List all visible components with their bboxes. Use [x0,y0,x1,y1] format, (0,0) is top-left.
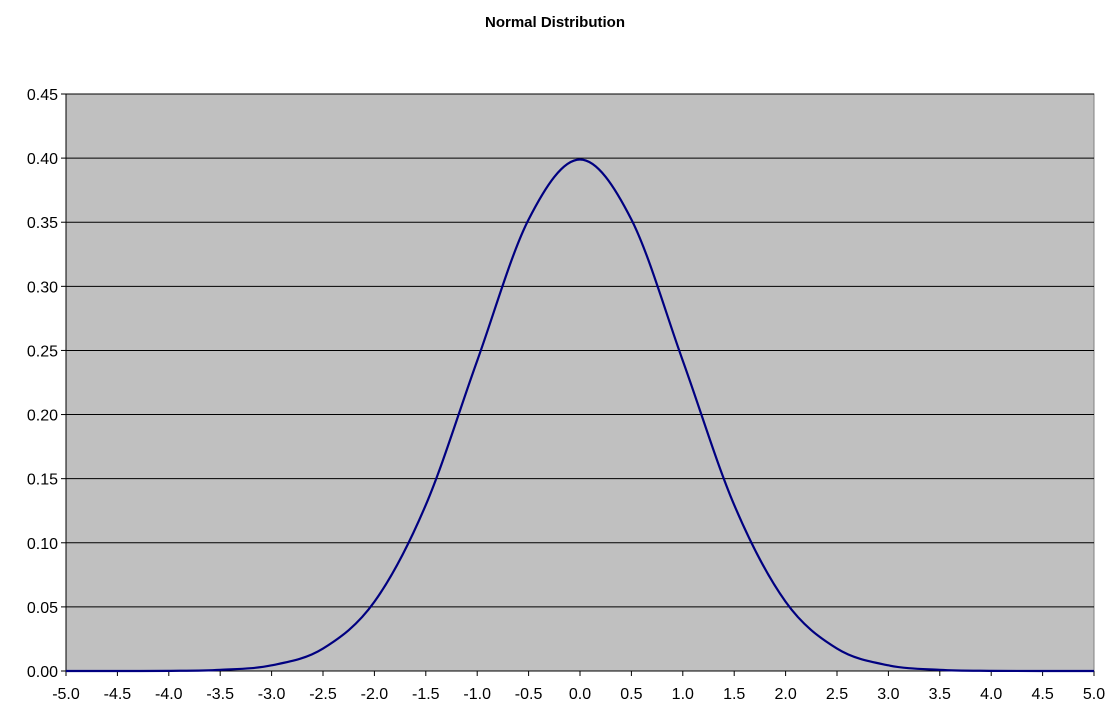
x-tick-label: -2.0 [361,686,389,703]
x-tick-label: -1.5 [412,686,440,703]
x-tick-label: 0.5 [620,686,642,703]
y-tick-label: 0.30 [27,279,58,296]
y-tick-label: 0.10 [27,536,58,553]
y-tick-label: 0.15 [27,472,58,489]
y-tick-label: 0.40 [27,151,58,168]
x-tick-label: 1.5 [723,686,745,703]
x-tick-label: 4.5 [1031,686,1053,703]
x-tick-label: -4.5 [104,686,132,703]
x-tick-label: 4.0 [980,686,1002,703]
x-tick-label: -2.5 [309,686,337,703]
x-tick-label: -4.0 [155,686,183,703]
x-tick-label: 0.0 [569,686,591,703]
x-tick-label: 5.0 [1083,686,1105,703]
x-tick-label: 1.0 [672,686,694,703]
x-tick-label: -0.5 [515,686,543,703]
series-line [65,158,1095,673]
y-tick-label: 0.05 [27,600,58,617]
y-tick-label: 0.20 [27,408,58,425]
y-tick-label: 0.35 [27,215,58,232]
x-tick-label: -1.0 [463,686,491,703]
x-tick-label: 3.5 [929,686,951,703]
x-tick-label: 2.5 [826,686,848,703]
y-tick-label: 0.45 [27,87,58,104]
x-tick-label: 3.0 [877,686,899,703]
x-tick-label: -5.0 [52,686,80,703]
chart-title: Normal Distribution [484,14,625,31]
x-tick-label: -3.5 [206,686,234,703]
plot-area [65,93,1095,672]
x-tick-label: -3.0 [258,686,286,703]
y-tick-label: 0.00 [27,664,58,681]
y-tick-label: 0.25 [27,343,58,360]
x-tick-label: 2.0 [774,686,796,703]
